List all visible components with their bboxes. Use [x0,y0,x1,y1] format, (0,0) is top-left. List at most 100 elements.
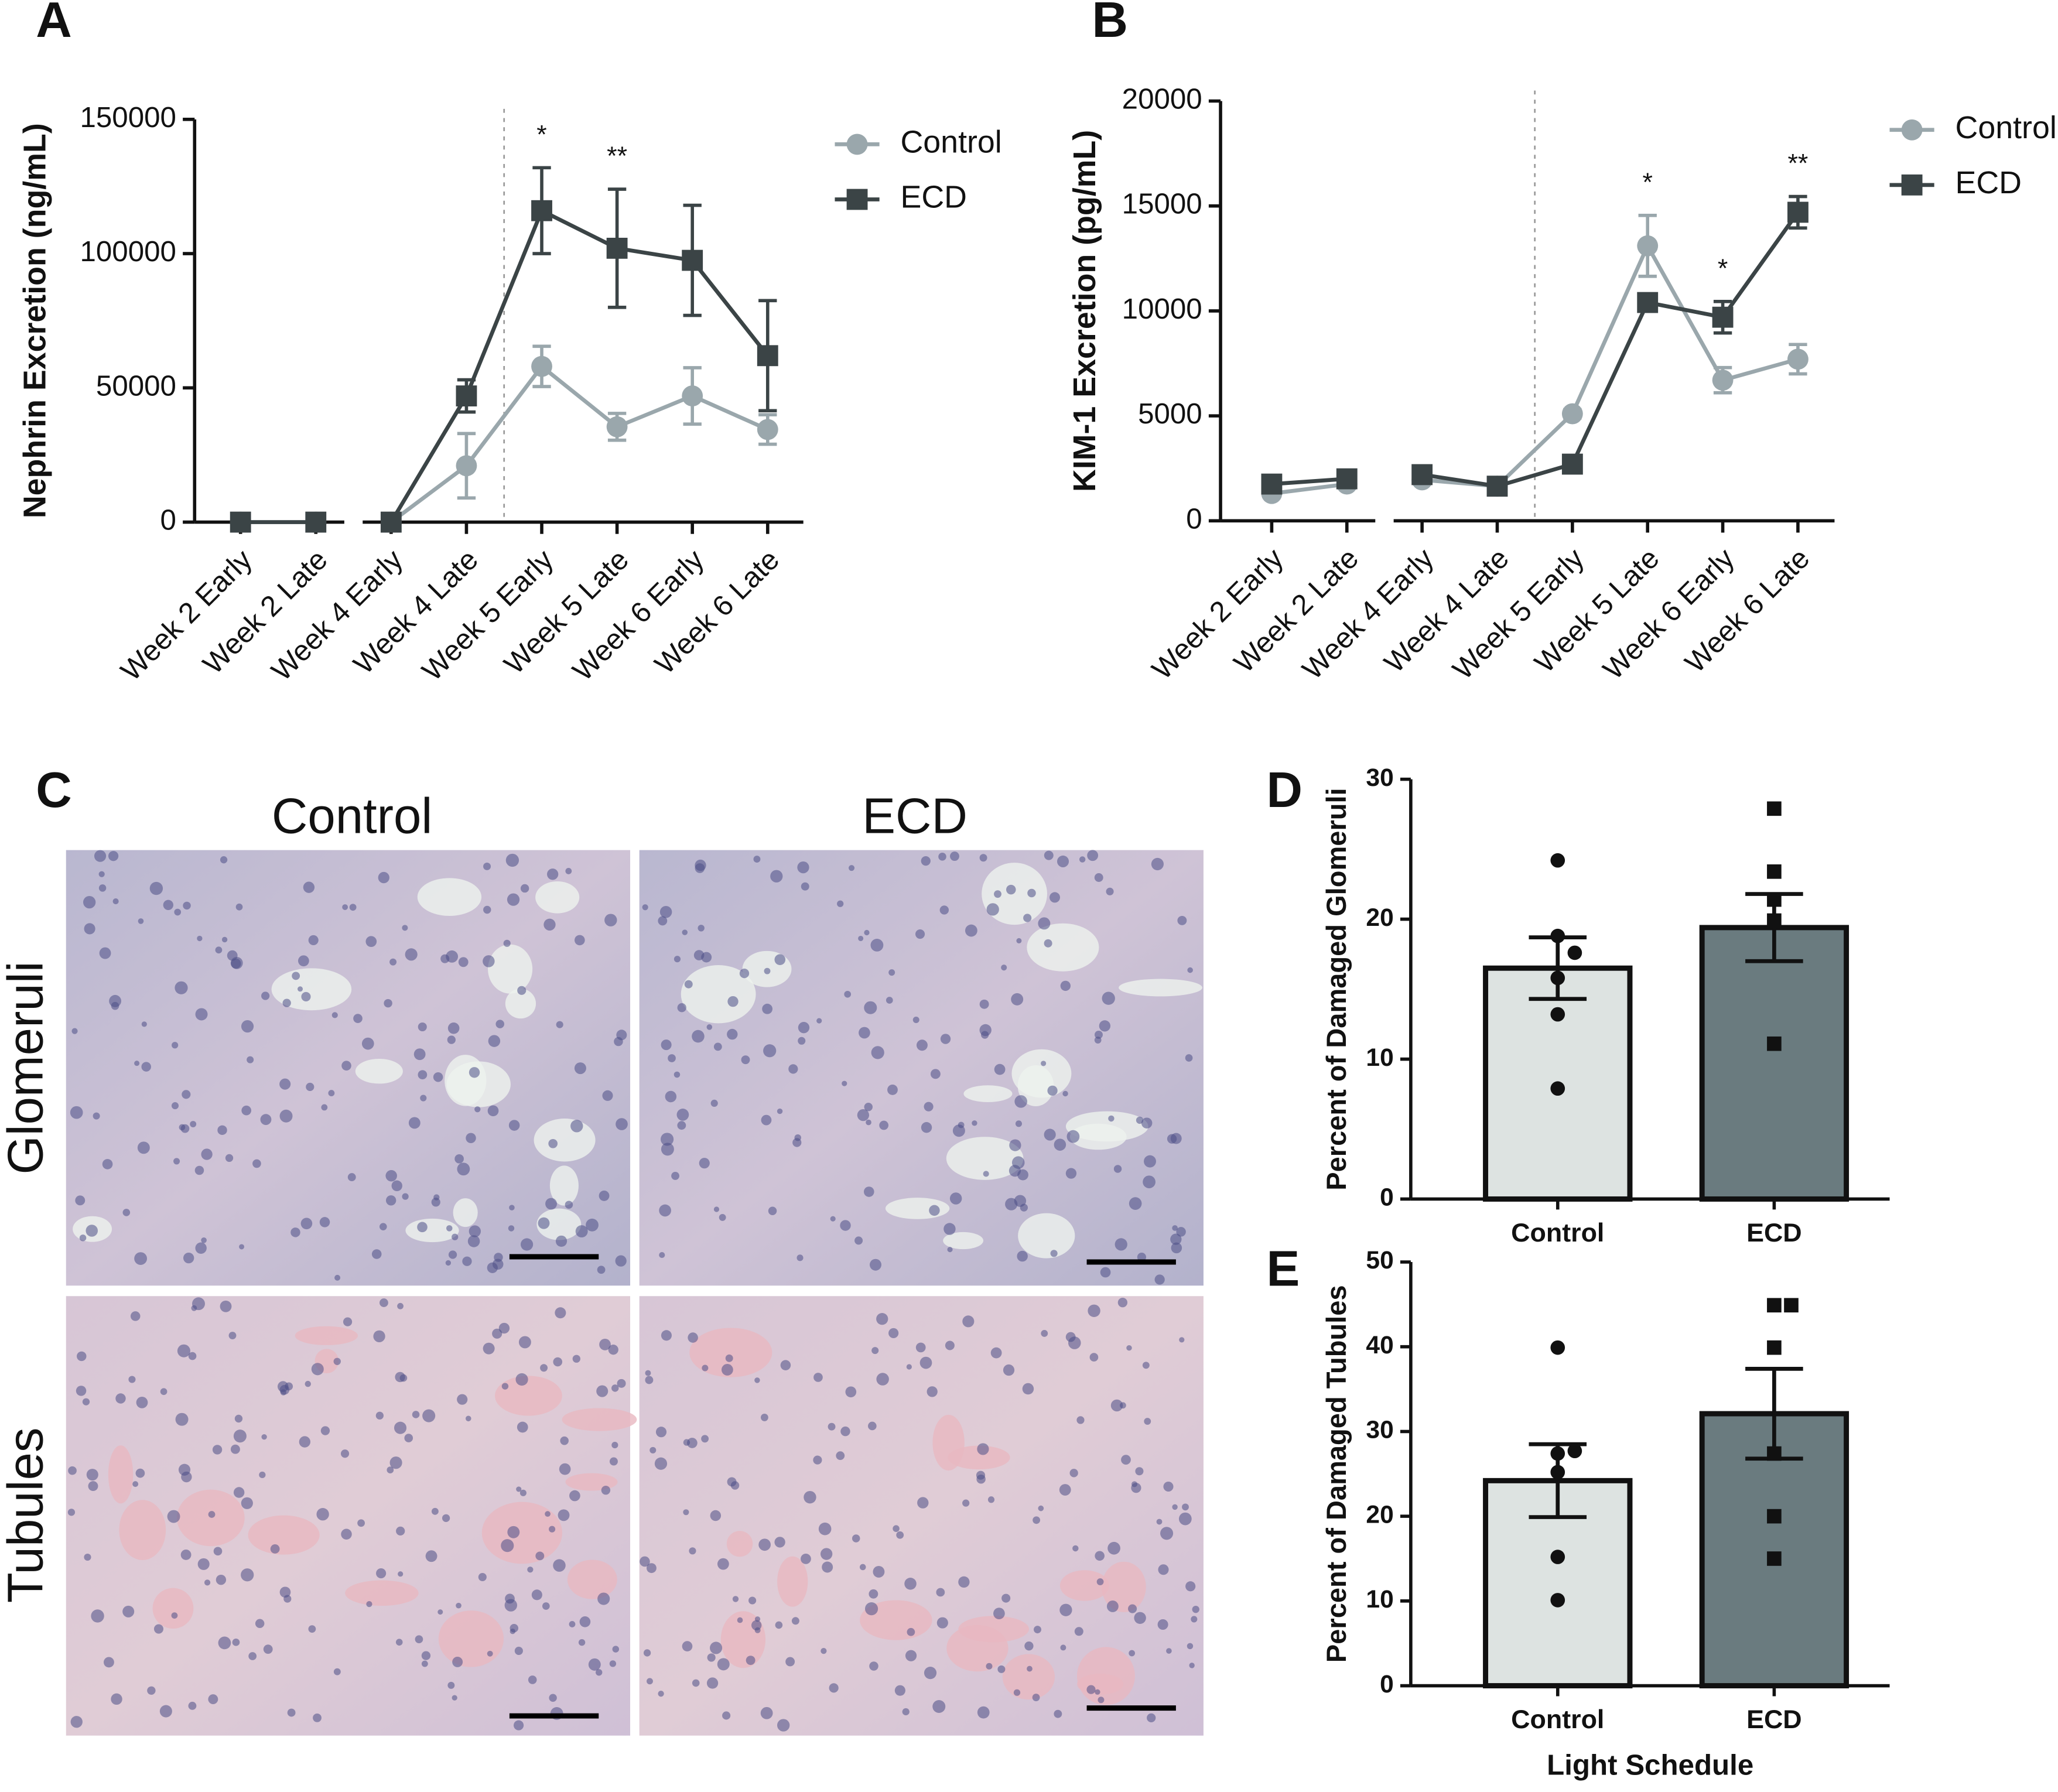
marker [1550,928,1565,943]
nucleus [1079,856,1086,863]
nucleus [305,1380,311,1387]
nucleus [290,1227,300,1237]
nucleus [1001,1593,1011,1603]
nucleus [936,1617,948,1629]
nucleus [175,1413,189,1426]
nucleus [1060,1644,1066,1651]
nucleus [508,1120,520,1131]
marker [1486,476,1508,497]
lumen [1059,1570,1109,1601]
nucleus [1015,1120,1023,1127]
lumen [453,1198,478,1227]
nucleus [70,1716,83,1728]
lumen [932,1414,965,1471]
nucleus [542,1602,550,1610]
nucleus [1049,892,1061,903]
nucleus [466,1133,476,1144]
nucleus [816,1018,822,1024]
nucleus [270,1544,280,1554]
lumen [248,1515,320,1555]
nucleus [182,1090,191,1099]
nucleus [235,903,243,911]
nucleus [319,1217,330,1227]
nucleus [1108,1115,1115,1122]
lumen [488,944,533,994]
nucleus [316,1508,329,1521]
nucleus [122,1209,131,1216]
lumen [505,989,536,1019]
nucleus [514,1720,524,1731]
nucleus [929,1205,940,1216]
nucleus [510,1628,515,1634]
nucleus [921,856,931,866]
nucleus [1137,1253,1146,1262]
nucleus [702,1364,709,1372]
nucleus [797,861,809,874]
lumen [152,1588,194,1629]
nucleus [488,1035,501,1047]
nucleus [357,1519,365,1527]
lumen [943,1232,984,1250]
y-tick-label: 0 [1380,1184,1394,1212]
nucleus [180,1124,190,1133]
nucleus [801,882,809,891]
nucleus [398,1571,404,1577]
nucleus [912,1016,919,1024]
nucleus [171,1612,178,1619]
annotation: ** [607,141,627,170]
nucleus [230,1444,240,1454]
nucleus [1054,1709,1062,1718]
y-tick-label: 150000 [80,101,176,134]
nucleus [950,851,959,861]
lumen [177,1489,245,1547]
nucleus [1171,1242,1182,1254]
nucleus [1089,1353,1099,1362]
nucleus [183,901,191,910]
panel-label: A [36,0,71,48]
nucleus [492,1328,502,1339]
nucleus [939,905,949,915]
nucleus [1038,1505,1044,1511]
marker [1550,1465,1565,1480]
nucleus [1189,1663,1195,1668]
nucleus [661,1039,672,1051]
nucleus [217,1125,227,1136]
nucleus [611,1384,619,1392]
lumen [562,1408,637,1431]
nucleus [727,996,739,1007]
nucleus [1066,1130,1080,1143]
nucleus [575,1225,588,1238]
nucleus [588,1658,601,1671]
nucleus [519,1489,527,1496]
nucleus [308,1625,316,1633]
nucleus [962,1499,970,1507]
nucleus [190,1121,197,1127]
lumen [958,1616,1029,1643]
nucleus [474,1106,481,1113]
nucleus [466,1415,471,1422]
nucleus [1072,1545,1079,1552]
nucleus [180,1549,192,1560]
nucleus [501,1539,514,1552]
nucleus [1106,887,1114,895]
nucleus [548,1138,558,1148]
marker [1561,403,1583,425]
nucleus [546,868,559,880]
nucleus [986,1663,993,1670]
marker [1787,201,1809,223]
nucleus [661,1330,672,1341]
nucleus [864,929,870,936]
nucleus [758,1538,771,1551]
legend-label: Control [900,125,1001,160]
nucleus [1177,915,1187,925]
nucleus [717,1558,729,1570]
marker [1550,853,1565,868]
nucleus [972,1120,977,1126]
nucleus [962,1315,975,1328]
nucleus [1095,1551,1105,1561]
y-tick-label: 20000 [1122,83,1202,115]
nucleus [748,1596,757,1605]
nucleus [404,1434,413,1442]
nucleus [979,854,987,862]
nucleus [674,1071,681,1078]
